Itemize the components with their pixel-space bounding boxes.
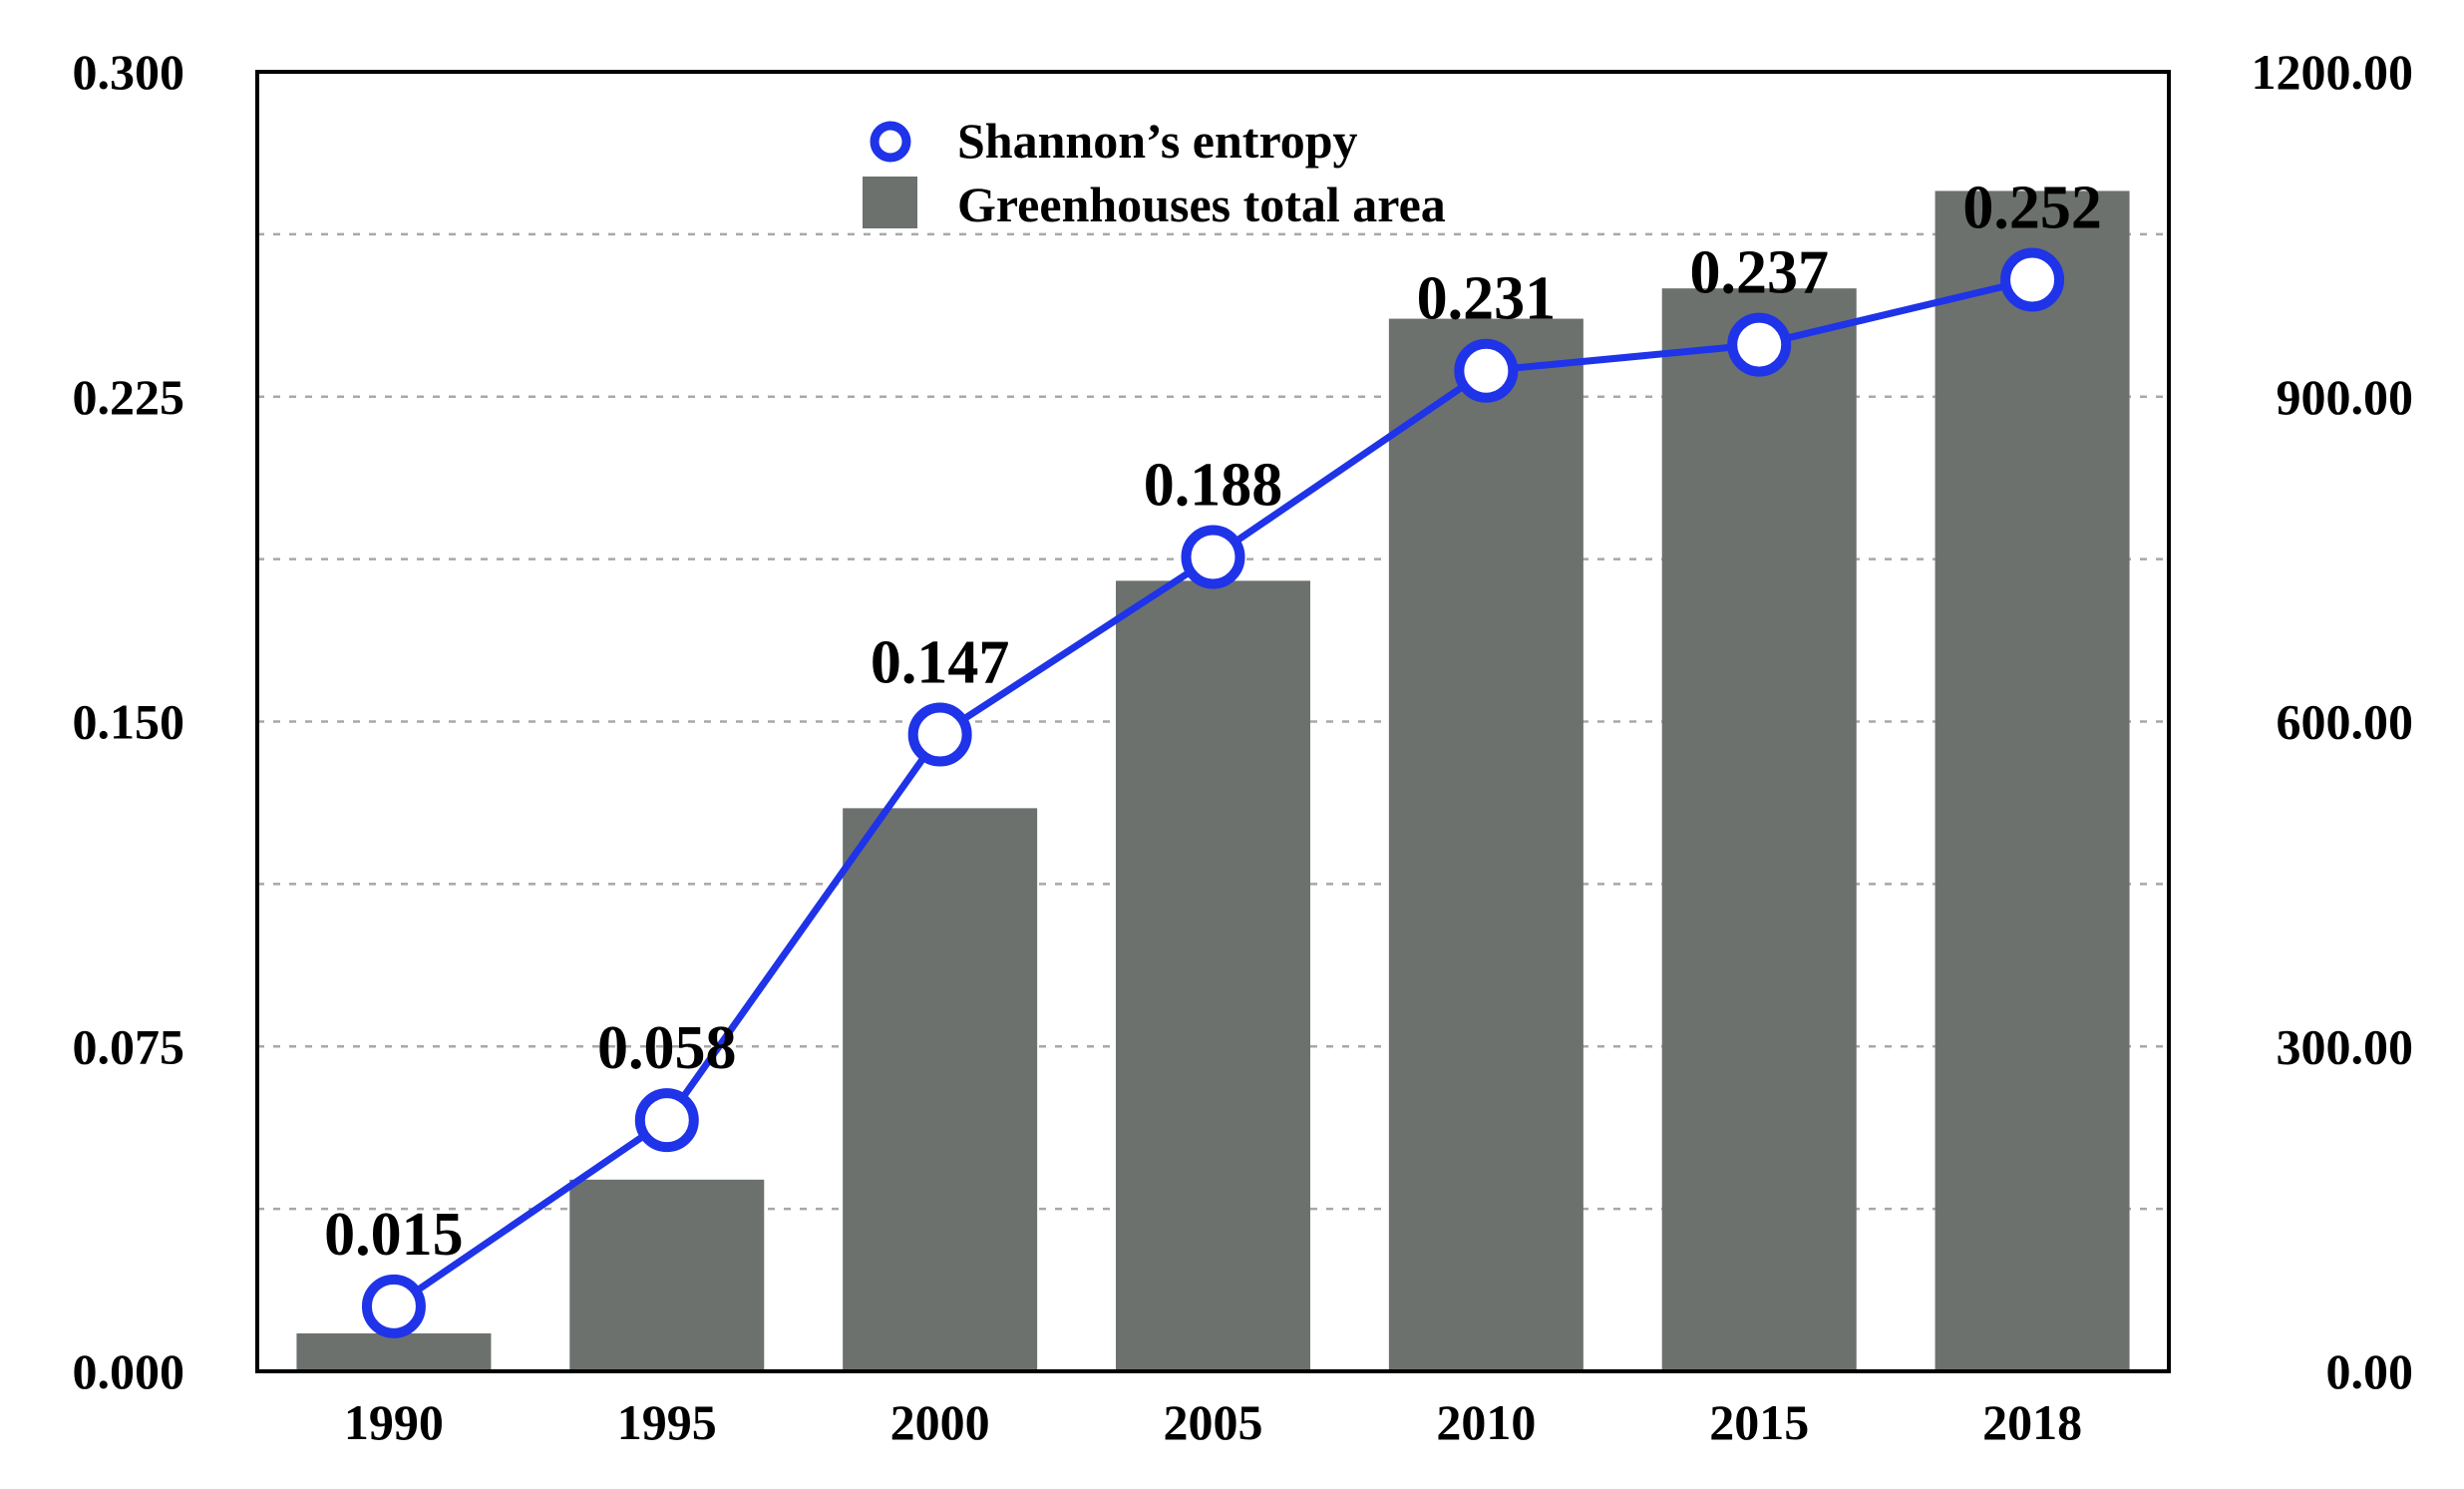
x-tick-label: 2010 — [1436, 1394, 1536, 1450]
data-label: 0.252 — [1962, 174, 2102, 241]
bar-series — [296, 190, 2130, 1372]
data-label: 0.147 — [871, 629, 1010, 697]
legend-entry-entropy: Shannon’s entropy — [957, 113, 1358, 169]
data-label: 0.015 — [324, 1201, 464, 1269]
line-series — [361, 247, 2065, 1338]
y-left-tick-label: 0.300 — [73, 44, 185, 100]
bar-1990 — [296, 1332, 492, 1371]
legend-line-marker — [870, 121, 911, 163]
bar-1995 — [569, 1179, 765, 1371]
y-left-tick-label: 0.000 — [73, 1343, 185, 1399]
axes: 0.000 0.075 0.150 0.225 0.300 0.00 300.00 600.0… — [73, 44, 2414, 1450]
entropy-point-2015 — [1727, 312, 1792, 377]
legend-bar-swatch — [863, 177, 917, 228]
y-right-tick-label: 1200.00 — [2252, 44, 2414, 100]
y-right-tick-label: 900.00 — [2277, 369, 2414, 425]
bar-2018 — [1935, 190, 2130, 1372]
entropy-point-2005 — [1181, 525, 1245, 589]
data-label: 0.231 — [1417, 265, 1557, 333]
y-right-tick-label: 0.00 — [2326, 1343, 2414, 1399]
y-right-tick-label: 600.00 — [2277, 694, 2414, 750]
entropy-point-1995 — [634, 1088, 699, 1153]
y-left-tick-label: 0.225 — [73, 369, 185, 425]
x-tick-label: 2005 — [1164, 1394, 1263, 1450]
legend: Shannon’s entropy Greenhouses total area — [863, 113, 1446, 232]
bar-2015 — [1661, 288, 1857, 1372]
bar-2005 — [1116, 580, 1310, 1371]
entropy-point-2010 — [1454, 338, 1519, 403]
bar-2010 — [1388, 318, 1584, 1371]
plot-frame — [255, 70, 2171, 1373]
x-tick-label: 1995 — [617, 1394, 717, 1450]
y-left-tick-label: 0.075 — [73, 1018, 185, 1074]
x-tick-label: 2000 — [890, 1394, 990, 1450]
y-right-tick-label: 300.00 — [2277, 1018, 2414, 1074]
x-tick-label: 1990 — [344, 1394, 444, 1450]
legend-entry-area: Greenhouses total area — [957, 177, 1446, 232]
entropy-point-2000 — [907, 702, 972, 767]
data-labels: 0.015 0.058 0.147 0.188 0.231 0.237 0.252 — [324, 174, 2102, 1268]
x-tick-label: 2015 — [1709, 1394, 1809, 1450]
data-label: 0.188 — [1144, 451, 1283, 519]
data-label: 0.058 — [597, 1014, 737, 1082]
entropy-point-1990 — [361, 1274, 426, 1338]
bar-2000 — [843, 808, 1038, 1371]
data-label: 0.237 — [1689, 239, 1829, 307]
entropy-point-2018 — [2000, 247, 2065, 312]
x-tick-label: 2018 — [1982, 1394, 2082, 1450]
y-left-tick-label: 0.150 — [73, 694, 185, 750]
